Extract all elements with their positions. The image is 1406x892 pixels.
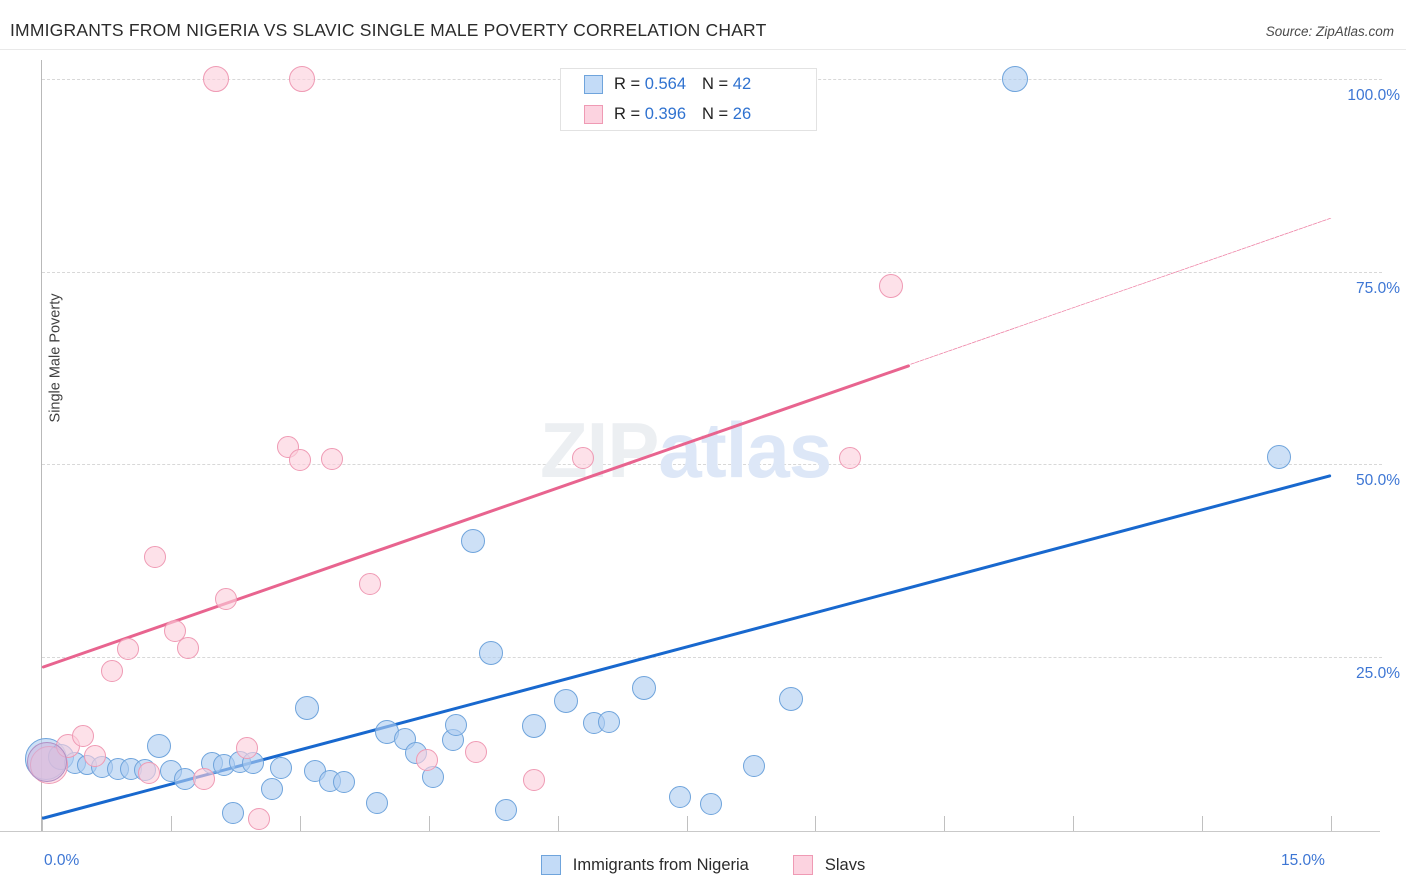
data-point-slavs-18[interactable] (321, 447, 344, 470)
x-tick-label-10: 15.0% (1281, 852, 1325, 869)
x-tick-1 (170, 816, 172, 831)
data-point-immigrants-from-nigeria-21[interactable] (333, 770, 356, 793)
series-legend-item-slavs[interactable]: Slavs (792, 855, 866, 875)
x-tick-3 (428, 816, 430, 831)
data-point-slavs-17[interactable] (288, 449, 311, 472)
data-point-slavs-2[interactable] (72, 724, 95, 747)
data-point-immigrants-from-nigeria-33[interactable] (554, 688, 579, 713)
data-point-immigrants-from-nigeria-40[interactable] (779, 687, 804, 712)
series-label-slavs: Slavs (824, 855, 866, 874)
legend-row-blue: R = 0.564 N = 42 (561, 71, 816, 98)
data-point-immigrants-from-nigeria-36[interactable] (631, 675, 656, 700)
data-point-slavs-20[interactable] (415, 749, 438, 772)
data-point-immigrants-from-nigeria-18[interactable] (294, 695, 319, 720)
legend-row-pink: R = 0.396 N = 26 (561, 101, 816, 128)
data-point-slavs-16[interactable] (288, 66, 315, 92)
data-point-immigrants-from-nigeria-38[interactable] (699, 793, 722, 816)
data-point-immigrants-from-nigeria-32[interactable] (521, 714, 546, 739)
series-swatch-immigrants-from-nigeria (540, 855, 561, 875)
legend-r-label-blue: R = (614, 75, 645, 93)
x-tick-7 (944, 816, 946, 831)
legend-swatch-immigrants-from-nigeria (584, 75, 603, 94)
data-point-immigrants-from-nigeria-42[interactable] (1267, 444, 1292, 469)
gridline-50 (42, 464, 1382, 466)
data-point-overlap-cluster[interactable] (27, 741, 68, 782)
data-point-slavs-11[interactable] (202, 66, 229, 92)
data-point-slavs-13[interactable] (235, 736, 258, 759)
data-point-slavs-4[interactable] (101, 659, 124, 682)
data-point-slavs-19[interactable] (359, 572, 382, 595)
legend-stats-blue: R = 0.564 N = 42 (614, 75, 751, 94)
y-tick-label-100: 100.0% (1347, 87, 1400, 104)
y-tick-label-75: 75.0% (1356, 279, 1400, 297)
legend-n-label-blue: N = (702, 75, 733, 93)
legend-stats-pink: R = 0.396 N = 26 (614, 105, 751, 124)
x-tick-4 (557, 816, 559, 831)
x-tick-8 (1073, 816, 1075, 831)
correlation-legend: R = 0.564 N = 42 R = 0.396 N = 26 (560, 68, 817, 131)
data-point-slavs-12[interactable] (214, 588, 237, 611)
x-tick-6 (815, 816, 817, 831)
data-point-immigrants-from-nigeria-22[interactable] (366, 792, 389, 815)
watermark: ZIPatlas (540, 405, 832, 496)
data-point-immigrants-from-nigeria-41[interactable] (1001, 66, 1028, 92)
page-title: IMMIGRANTS FROM NIGERIA VS SLAVIC SINGLE… (10, 20, 767, 40)
legend-r-value-pink: 0.396 (644, 105, 687, 123)
data-point-slavs-9[interactable] (177, 636, 200, 659)
data-point-immigrants-from-nigeria-35[interactable] (598, 710, 621, 733)
gridline-75 (42, 271, 1382, 273)
series-label-immigrants-from-nigeria: Immigrants from Nigeria (572, 855, 749, 874)
series-swatch-slavs (792, 855, 813, 875)
legend-n-label-pink: N = (702, 105, 733, 123)
y-tick-label-50: 50.0% (1356, 472, 1400, 490)
legend-r-label-pink: R = (614, 105, 645, 123)
y-axis-line (41, 60, 42, 831)
data-point-slavs-14[interactable] (247, 807, 270, 830)
x-tick-2 (299, 816, 301, 831)
x-tick-label-0: 0.0% (44, 852, 80, 869)
data-point-slavs-24[interactable] (838, 447, 861, 470)
data-point-immigrants-from-nigeria-37[interactable] (668, 786, 691, 809)
legend-n-value-blue: 42 (732, 75, 752, 93)
data-point-slavs-6[interactable] (137, 761, 160, 784)
legend-r-value-blue: 0.564 (644, 75, 687, 93)
x-axis-line (0, 831, 1380, 832)
data-point-immigrants-from-nigeria-17[interactable] (269, 756, 292, 779)
data-point-slavs-25[interactable] (879, 273, 904, 298)
x-tick-10 (1331, 816, 1332, 831)
series-legend-item-immigrants-from-nigeria[interactable]: Immigrants from Nigeria (540, 855, 749, 875)
x-tick-5 (686, 816, 688, 831)
legend-swatch-slavs (584, 105, 603, 124)
data-point-slavs-3[interactable] (84, 744, 107, 767)
data-point-immigrants-from-nigeria-16[interactable] (261, 777, 284, 800)
x-tick-0 (42, 816, 43, 831)
gridline-25 (42, 657, 1382, 658)
plot-area (42, 60, 1331, 830)
series-legend: Immigrants from Nigeria Slavs (0, 850, 1406, 880)
data-point-immigrants-from-nigeria-31[interactable] (495, 798, 518, 821)
data-point-immigrants-from-nigeria-29[interactable] (461, 529, 486, 554)
source-label: Source: ZipAtlas.com (1265, 24, 1394, 39)
data-point-immigrants-from-nigeria-28[interactable] (445, 713, 468, 736)
y-tick-label-25: 25.0% (1356, 665, 1400, 682)
x-tick-9 (1202, 816, 1204, 831)
data-point-slavs-10[interactable] (192, 767, 215, 790)
header-divider (0, 49, 1406, 50)
data-point-immigrants-from-nigeria-14[interactable] (221, 802, 244, 825)
data-point-slavs-5[interactable] (116, 638, 139, 661)
data-point-immigrants-from-nigeria-39[interactable] (742, 754, 765, 777)
data-point-slavs-7[interactable] (144, 545, 167, 568)
data-point-immigrants-from-nigeria-30[interactable] (478, 641, 503, 666)
legend-n-value-pink: 26 (732, 105, 752, 123)
data-point-slavs-22[interactable] (522, 769, 545, 792)
data-point-immigrants-from-nigeria-8[interactable] (146, 733, 171, 758)
data-point-slavs-23[interactable] (572, 447, 595, 470)
data-point-slavs-8[interactable] (164, 619, 187, 642)
data-point-slavs-21[interactable] (464, 740, 487, 763)
watermark-zip: ZIP (540, 406, 659, 494)
